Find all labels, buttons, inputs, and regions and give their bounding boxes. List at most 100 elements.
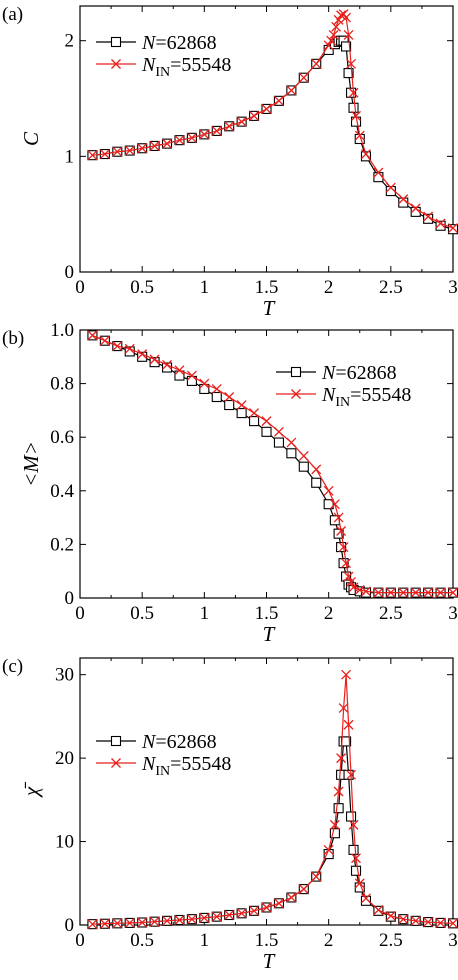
series-1 [87,330,458,598]
marker-stroke [385,182,396,193]
data-point [333,786,344,797]
marker-stroke [336,526,347,536]
data-point [311,477,322,488]
legend-symbol: N [141,54,157,76]
x-axis-label: T [263,622,276,646]
data-point [373,905,384,915]
data-point [343,29,354,40]
data-point [354,878,365,889]
data-point [249,408,260,419]
data-point [174,135,185,146]
data-point [323,844,334,855]
legend-value: =62868 [155,731,216,753]
data-point [323,485,334,496]
data-point [373,587,384,598]
marker-stroke [87,330,98,341]
series-2 [87,9,458,234]
legend-entry-2: NIN=55548 [96,54,231,80]
data-point [174,915,185,925]
x-tick-label: 2 [324,930,334,951]
data-point [435,218,446,229]
data-point [435,917,446,928]
legend-symbol: N [141,731,157,753]
marker-stroke [149,916,160,927]
marker-stroke [410,915,421,926]
marker-stroke [162,138,172,149]
legend-symbol: N [141,32,157,54]
marker-stroke [298,451,309,461]
marker-stroke [333,786,344,797]
data-point [224,121,235,132]
y-tick-label: 10 [55,832,74,853]
marker-stroke [87,150,98,161]
data-point [199,129,210,140]
data-point [174,370,185,381]
data-point [311,871,322,882]
legend-marker [290,366,302,378]
marker-stroke [398,914,409,925]
marker-stroke [224,910,235,920]
marker-stroke [199,912,210,923]
data-point [161,362,173,373]
data-point [137,143,148,154]
marker-stroke [343,571,354,582]
data-point [348,844,359,855]
marker-stroke [423,587,434,598]
marker-stroke [323,844,334,855]
data-point [124,917,135,928]
y-axis-label: <M> [19,441,43,487]
legend-marker [110,36,122,48]
data-point [361,893,371,904]
data-point [341,12,352,23]
marker-stroke [174,135,185,146]
marker-stroke [331,21,342,32]
data-point [174,365,185,376]
legend-entry-2: NIN=55548 [276,384,411,410]
data-point [341,41,352,52]
y-tick-label: 0.2 [50,534,74,555]
data-point [360,151,372,162]
marker-stroke [236,908,247,919]
marker-stroke [199,378,210,389]
marker-stroke [211,384,222,394]
data-point [162,359,172,370]
data-point [236,408,247,419]
data-point [343,571,354,582]
marker-stroke [351,110,361,121]
data-point [336,526,347,536]
x-tick-label: 2.5 [379,277,403,298]
marker-stroke [361,586,371,597]
marker-stroke [348,819,359,830]
marker-stroke [112,146,123,157]
marker-stroke [410,203,421,214]
marker-stroke [124,145,135,156]
marker-stroke [99,335,110,346]
legend-label: NIN=55548 [321,384,411,410]
data-point [385,910,396,921]
marker-stroke [286,892,297,903]
legend-value: =55548 [170,54,231,76]
data-point [199,912,210,923]
data-point [345,811,357,822]
data-point [87,919,98,930]
legend-symbol: N [321,362,337,384]
marker-stroke [448,223,458,234]
data-point [298,451,309,461]
marker-stroke [373,587,384,598]
data-point [435,587,446,598]
data-point [261,902,272,913]
data-point [311,464,322,475]
marker-stroke [346,58,357,69]
plot-frame [79,5,454,273]
data-point [346,769,357,780]
legend-label: N=62868 [321,362,397,384]
legend-marker [110,735,122,747]
x-tick-label: 0.5 [130,277,154,298]
data-point [298,884,309,895]
marker-stroke [338,703,349,714]
data-point [323,40,334,51]
legend-entry-1: N=62868 [96,731,217,753]
data-point [286,437,297,448]
marker-stroke [174,365,185,376]
data-point [448,223,458,234]
